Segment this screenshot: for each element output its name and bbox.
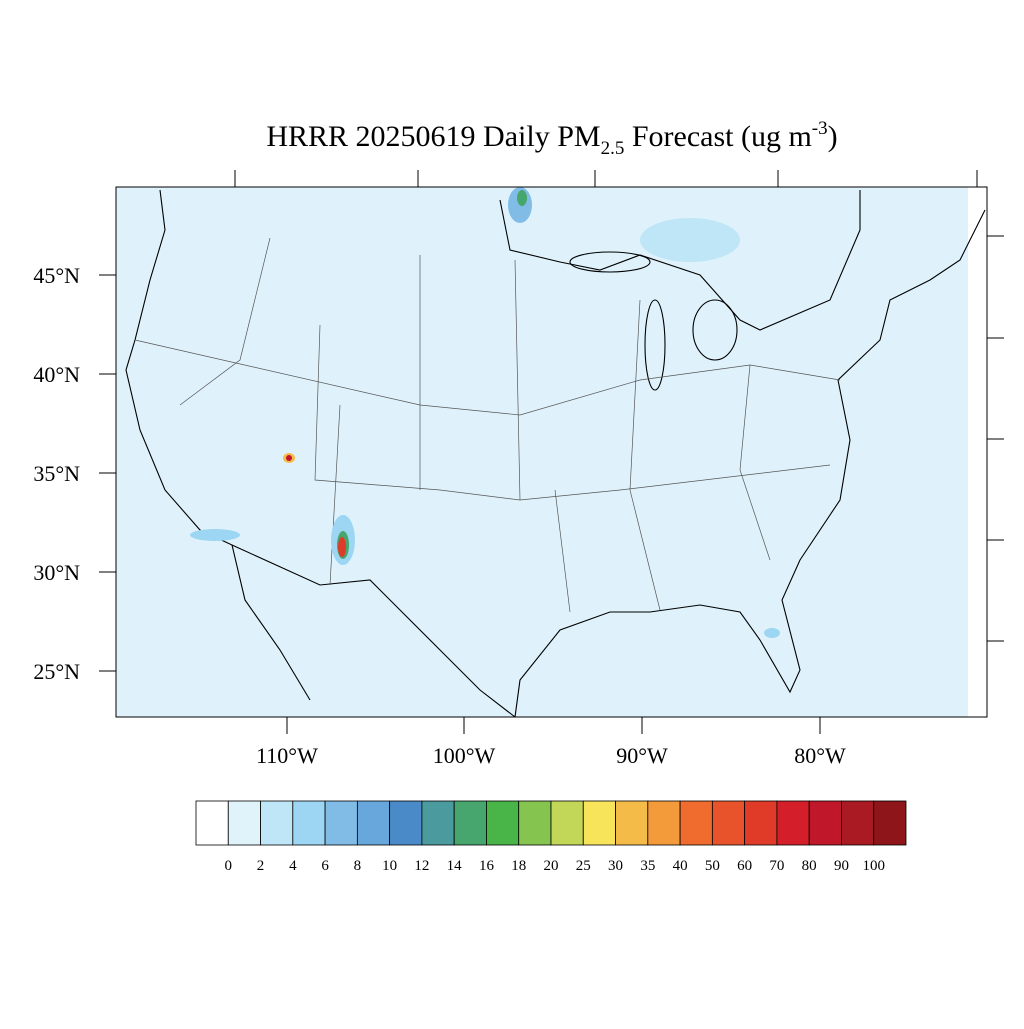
lat-label: 25°N: [33, 659, 80, 684]
colorbar-box: [582, 800, 616, 846]
colorbar-label: 14: [447, 858, 463, 874]
title-end: ): [828, 120, 838, 153]
colorbar-box: [486, 800, 520, 846]
colorbar-label: 80: [802, 858, 817, 874]
colorbar-box: [195, 800, 229, 846]
lon-label: 110°W: [256, 743, 318, 768]
lat-label: 35°N: [33, 461, 80, 486]
colorbar-label: 25: [576, 858, 591, 874]
colorbar-label: 20: [544, 858, 559, 874]
colorbar-box: [744, 800, 778, 846]
colorbar-label: 60: [737, 858, 752, 874]
title-middle: Forecast (ug m: [624, 120, 811, 153]
lat-label: 30°N: [33, 560, 80, 585]
lat-label: 45°N: [33, 263, 80, 288]
plumes: [190, 187, 780, 638]
colorbar-label: 6: [321, 858, 329, 874]
colorbar-box: [615, 800, 649, 846]
axis-labels: 45°N 40°N 35°N 30°N 25°N 110°W 100°W 90°W 80°W: [33, 263, 846, 768]
colorbar-label: 8: [354, 858, 362, 874]
colorbar-label: 12: [414, 858, 429, 874]
lat-label: 40°N: [33, 362, 80, 387]
lon-label: 90°W: [616, 743, 668, 768]
lon-label: 80°W: [794, 743, 846, 768]
map-frame: [115, 186, 988, 718]
colorbar: 0 2 4 6 8 10 12 14 16 18 20 25 30 35 40 50 60 70 80 90 100: [195, 800, 907, 874]
colorbar-label: 40: [673, 858, 688, 874]
colorbar-box: [776, 800, 810, 846]
title-subscript: 2.5: [601, 138, 625, 159]
colorbar-label: 35: [640, 858, 655, 874]
colorbar-box: [389, 800, 423, 846]
title-main: HRRR 20250619 Daily PM: [266, 120, 600, 153]
colorbar-label: 4: [289, 858, 297, 874]
colorbar-box: [647, 800, 681, 846]
colorbar-box: [550, 800, 584, 846]
colorbar-box: [711, 800, 746, 846]
colorbar-box: [453, 800, 487, 846]
colorbar-box: [679, 800, 713, 846]
colorbar-box: [421, 800, 455, 846]
colorbar-box: [873, 800, 907, 846]
lon-label: 100°W: [433, 743, 496, 768]
colorbar-label: 16: [479, 858, 495, 874]
colorbar-box: [227, 800, 261, 846]
colorbar-box: [324, 800, 358, 846]
colorbar-label: 18: [511, 858, 526, 874]
colorbar-label: 30: [608, 858, 623, 874]
state-borders: [134, 237, 841, 613]
domain-edge: [968, 187, 987, 717]
map: [99, 170, 1004, 734]
colorbar-label: 90: [834, 858, 849, 874]
colorbar-label: 50: [705, 858, 720, 874]
colorbar-box: [808, 800, 842, 846]
colorbar-label: 0: [225, 858, 233, 874]
title: HRRR 20250619 Daily PM2.5 Forecast (ug m…: [266, 118, 837, 159]
frame-ticks: [99, 170, 1004, 734]
colorbar-label: 100: [862, 858, 885, 874]
title-superscript: -3: [812, 118, 828, 139]
colorbar-box: [518, 800, 552, 846]
colorbar-box: [356, 800, 391, 846]
colorbar-box: [292, 800, 326, 846]
colorbar-label: 70: [769, 858, 784, 874]
colorbar-box: [841, 800, 875, 846]
coastline: [125, 189, 986, 718]
map-background: [116, 187, 987, 717]
colorbar-label: 2: [257, 858, 265, 874]
colorbar-box: [260, 800, 294, 846]
colorbar-label: 10: [382, 858, 397, 874]
